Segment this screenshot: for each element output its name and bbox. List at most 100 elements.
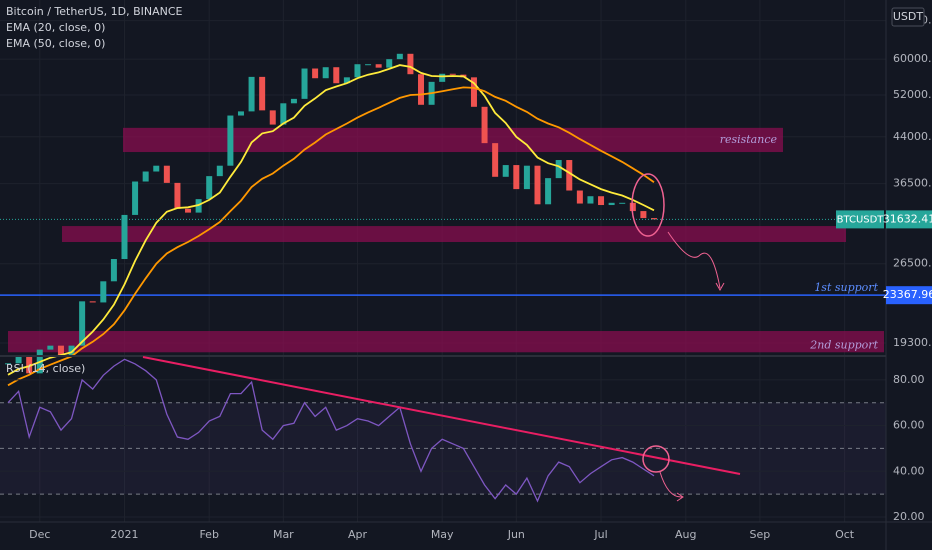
y-tick-label: 60000.00 <box>893 52 932 65</box>
candle <box>26 355 33 374</box>
price-tag-label: 23367.96 <box>883 288 932 301</box>
candle <box>534 165 541 205</box>
candle <box>121 214 128 260</box>
price-pane: resistance 2nd support 1st support <box>0 0 886 522</box>
candle <box>185 208 192 213</box>
candle <box>650 218 657 220</box>
candle <box>502 165 509 177</box>
x-tick-label: Jul <box>593 528 607 541</box>
y-tick-label: 60.00 <box>893 419 925 432</box>
candle <box>237 111 244 116</box>
price-tag <box>886 286 932 305</box>
candle <box>418 74 425 105</box>
candle <box>619 202 626 204</box>
unit-label: USDT <box>893 10 924 23</box>
rsi-pane <box>0 358 886 518</box>
level-label: 1st support <box>814 281 878 294</box>
candle <box>153 165 160 172</box>
legend-entry: EMA (20, close, 0) <box>6 21 105 34</box>
x-tick-label: Oct <box>835 528 855 541</box>
candle <box>333 67 340 84</box>
candle <box>269 110 276 125</box>
zone <box>8 331 884 353</box>
y-tick-label: 19300.00 <box>893 336 932 349</box>
candle <box>163 165 170 183</box>
x-tick-label: Aug <box>675 528 696 541</box>
zone-label: resistance <box>720 133 778 146</box>
candle <box>280 103 287 125</box>
candle <box>15 355 22 364</box>
y-tick-label: 20.00 <box>893 510 925 523</box>
highlight-circle <box>631 173 665 237</box>
arrow <box>659 471 683 498</box>
arrow <box>667 231 721 289</box>
y-tick-label: 44000.00 <box>893 130 932 143</box>
candle <box>545 178 552 205</box>
y-tick-label: 80.00 <box>893 373 925 386</box>
candle <box>343 77 350 84</box>
x-tick-label: Sep <box>750 528 771 541</box>
candle <box>439 73 446 82</box>
x-tick-label: Apr <box>348 528 368 541</box>
legend-entry: EMA (50, close, 0) <box>6 37 105 50</box>
series-line <box>7 86 655 387</box>
unit-box <box>891 7 925 27</box>
candle <box>629 202 636 212</box>
candle <box>587 196 594 204</box>
candle <box>142 171 149 182</box>
candle <box>449 73 456 75</box>
price-tag-label: 31632.41 <box>883 212 932 225</box>
candle <box>290 98 297 104</box>
annotations <box>142 173 741 502</box>
candle <box>322 67 329 79</box>
y-tick-label: 36500.00 <box>893 177 932 190</box>
candle <box>216 165 223 177</box>
candle <box>79 301 86 346</box>
x-tick-label: 2021 <box>110 528 138 541</box>
candle <box>57 345 64 357</box>
candle <box>375 64 382 68</box>
candle <box>470 77 477 107</box>
series-line <box>7 358 655 503</box>
candle <box>555 160 562 179</box>
x-tick-label: Mar <box>273 528 294 541</box>
candle <box>566 160 573 191</box>
candle <box>365 64 372 66</box>
candle <box>132 181 139 215</box>
candle <box>174 182 181 209</box>
y-tick-label: 52000.00 <box>893 88 932 101</box>
candle <box>576 190 583 204</box>
y-tick-label: 26500.00 <box>893 257 932 270</box>
candle <box>523 165 530 190</box>
y-tick-label: 40.00 <box>893 464 925 477</box>
candle <box>259 76 266 111</box>
arrowhead <box>715 282 725 292</box>
candle <box>47 345 54 350</box>
candle <box>598 196 605 206</box>
candle <box>312 68 319 79</box>
highlight-circle <box>642 445 670 473</box>
candle <box>301 68 308 99</box>
zone-label: 2nd support <box>809 338 878 351</box>
series-line <box>7 64 655 376</box>
x-tick-label: Dec <box>29 528 50 541</box>
candle <box>407 53 414 75</box>
candle <box>100 281 107 303</box>
candle <box>492 143 499 177</box>
candle <box>481 106 488 144</box>
symbol-tag-label: BTCUSDT <box>837 214 885 225</box>
candle <box>110 259 117 282</box>
candle <box>640 211 647 219</box>
x-tick-label: Jun <box>507 528 525 541</box>
candle <box>5 363 11 365</box>
zone <box>123 127 783 153</box>
trendline <box>142 356 741 475</box>
candle <box>608 202 615 206</box>
symbol-tag <box>836 210 884 229</box>
pane-title: RSI (14, close) <box>6 362 85 375</box>
candle <box>513 165 520 190</box>
candle <box>386 59 393 68</box>
candle <box>354 64 361 78</box>
